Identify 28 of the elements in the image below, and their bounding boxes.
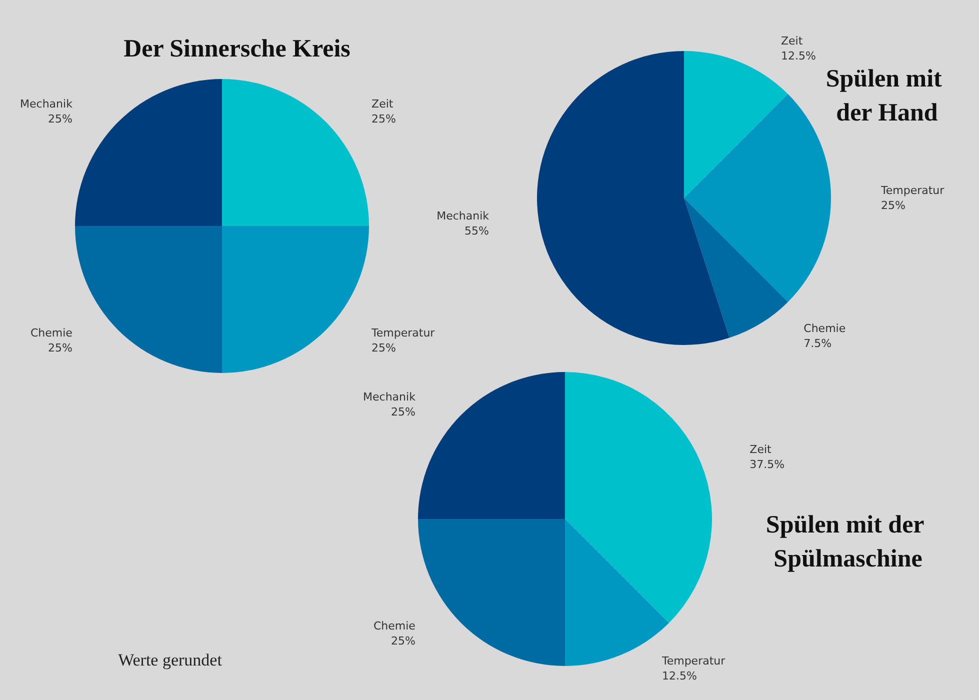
data-label: 25% — [881, 199, 906, 212]
data-label: 37.5% — [750, 458, 785, 472]
data-label: 12.5% — [662, 670, 697, 683]
slice-label: Mechanik — [436, 209, 490, 222]
data-label: 25% — [390, 405, 416, 418]
slice-label: Zeit — [780, 34, 804, 48]
data-label: 25% — [372, 112, 396, 126]
slice-label: Temperatur — [660, 654, 726, 668]
slice-label: Chemie — [804, 322, 846, 336]
chart-title: Der Sinnersche Kreis — [124, 36, 351, 62]
data-label: 55% — [464, 224, 489, 238]
slice-label: Chemie — [373, 620, 416, 633]
data-label: 25% — [390, 634, 416, 648]
slice-label: Mechanik — [20, 97, 74, 110]
text: Spülen mit der Spülmaschine — [766, 512, 930, 572]
data-label: 12.5% — [780, 49, 816, 62]
slice-label: Chemie — [30, 326, 73, 340]
data-label: 25% — [372, 342, 396, 355]
text: Werte gerundet — [118, 650, 222, 670]
slice-label: Zeit — [750, 443, 772, 456]
slice-label: Mechanik — [363, 390, 416, 404]
data-label: 25% — [48, 342, 72, 355]
data-label: 7.5% — [804, 337, 832, 350]
slice-label: Temperatur — [880, 184, 945, 197]
data-label: 25% — [48, 112, 72, 126]
text: Spülen mit der Hand — [826, 66, 948, 126]
slice-label: Temperatur — [370, 326, 436, 340]
slice-label: Zeit — [372, 97, 394, 110]
